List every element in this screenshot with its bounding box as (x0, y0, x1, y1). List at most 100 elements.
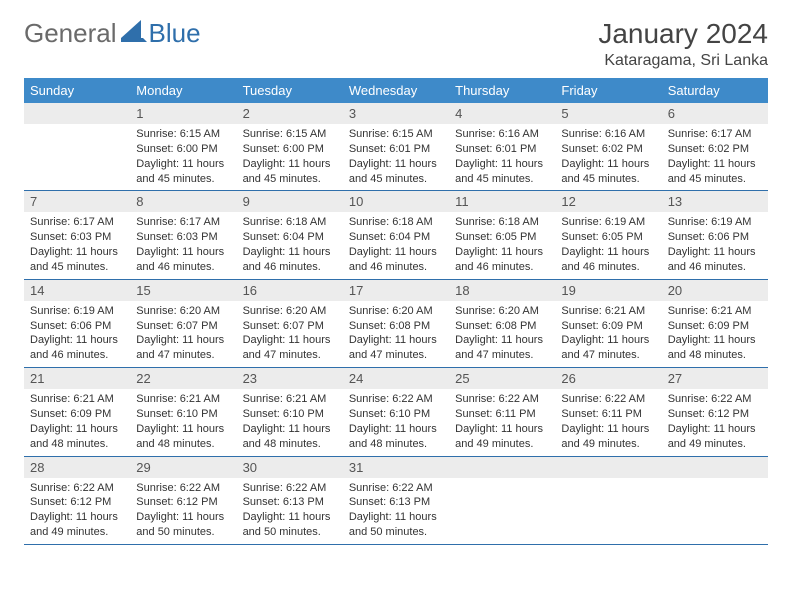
daylight-line: Daylight: 11 hours and 50 minutes. (136, 510, 230, 540)
daylight-line: Daylight: 11 hours and 45 minutes. (349, 157, 443, 187)
day-number: 9 (237, 191, 343, 212)
sunrise-line: Sunrise: 6:20 AM (136, 304, 230, 319)
sunrise-line: Sunrise: 6:22 AM (243, 481, 337, 496)
daylight-line: Daylight: 11 hours and 46 minutes. (561, 245, 655, 275)
daylight-line: Daylight: 11 hours and 50 minutes. (243, 510, 337, 540)
day-number: 25 (449, 368, 555, 389)
day-body: Sunrise: 6:22 AMSunset: 6:11 PMDaylight:… (449, 389, 555, 455)
header: General Blue January 2024 Kataragama, Sr… (24, 18, 768, 70)
sunset-line: Sunset: 6:10 PM (349, 407, 443, 422)
sunset-line: Sunset: 6:05 PM (455, 230, 549, 245)
day-body: Sunrise: 6:22 AMSunset: 6:12 PMDaylight:… (24, 478, 130, 544)
daylight-line: Daylight: 11 hours and 48 minutes. (243, 422, 337, 452)
sunset-line: Sunset: 6:06 PM (668, 230, 762, 245)
calendar-cell: 21Sunrise: 6:21 AMSunset: 6:09 PMDayligh… (24, 368, 130, 456)
calendar-cell: 28Sunrise: 6:22 AMSunset: 6:12 PMDayligh… (24, 456, 130, 544)
sunset-line: Sunset: 6:03 PM (30, 230, 124, 245)
sunrise-line: Sunrise: 6:17 AM (136, 215, 230, 230)
sunset-line: Sunset: 6:09 PM (561, 319, 655, 334)
calendar-cell (449, 456, 555, 544)
calendar-cell: 3Sunrise: 6:15 AMSunset: 6:01 PMDaylight… (343, 103, 449, 191)
sunrise-line: Sunrise: 6:21 AM (30, 392, 124, 407)
calendar-cell: 10Sunrise: 6:18 AMSunset: 6:04 PMDayligh… (343, 191, 449, 279)
day-number: 22 (130, 368, 236, 389)
day-number: 29 (130, 457, 236, 478)
sunset-line: Sunset: 6:12 PM (668, 407, 762, 422)
day-number: 19 (555, 280, 661, 301)
sunset-line: Sunset: 6:07 PM (243, 319, 337, 334)
day-body: Sunrise: 6:22 AMSunset: 6:12 PMDaylight:… (662, 389, 768, 455)
day-number: 7 (24, 191, 130, 212)
sunset-line: Sunset: 6:12 PM (30, 495, 124, 510)
sunrise-line: Sunrise: 6:21 AM (243, 392, 337, 407)
sunset-line: Sunset: 6:02 PM (668, 142, 762, 157)
calendar-cell: 2Sunrise: 6:15 AMSunset: 6:00 PMDaylight… (237, 103, 343, 191)
day-number: 8 (130, 191, 236, 212)
sunset-line: Sunset: 6:13 PM (349, 495, 443, 510)
daylight-line: Daylight: 11 hours and 45 minutes. (30, 245, 124, 275)
weekday-header: Thursday (449, 78, 555, 103)
day-body (24, 124, 130, 174)
calendar-cell: 14Sunrise: 6:19 AMSunset: 6:06 PMDayligh… (24, 279, 130, 367)
calendar-week-row: 21Sunrise: 6:21 AMSunset: 6:09 PMDayligh… (24, 368, 768, 456)
sunrise-line: Sunrise: 6:18 AM (243, 215, 337, 230)
day-number: 11 (449, 191, 555, 212)
calendar-cell: 4Sunrise: 6:16 AMSunset: 6:01 PMDaylight… (449, 103, 555, 191)
sunrise-line: Sunrise: 6:15 AM (349, 127, 443, 142)
calendar-cell: 5Sunrise: 6:16 AMSunset: 6:02 PMDaylight… (555, 103, 661, 191)
sunrise-line: Sunrise: 6:19 AM (561, 215, 655, 230)
day-body: Sunrise: 6:21 AMSunset: 6:09 PMDaylight:… (662, 301, 768, 367)
daylight-line: Daylight: 11 hours and 49 minutes. (30, 510, 124, 540)
day-body (555, 478, 661, 528)
sunset-line: Sunset: 6:10 PM (136, 407, 230, 422)
sunrise-line: Sunrise: 6:22 AM (349, 392, 443, 407)
daylight-line: Daylight: 11 hours and 46 minutes. (243, 245, 337, 275)
calendar-cell: 11Sunrise: 6:18 AMSunset: 6:05 PMDayligh… (449, 191, 555, 279)
day-number: 17 (343, 280, 449, 301)
daylight-line: Daylight: 11 hours and 46 minutes. (349, 245, 443, 275)
calendar-cell: 24Sunrise: 6:22 AMSunset: 6:10 PMDayligh… (343, 368, 449, 456)
day-body: Sunrise: 6:15 AMSunset: 6:01 PMDaylight:… (343, 124, 449, 190)
brand-part1: General (24, 18, 117, 49)
calendar-week-row: 7Sunrise: 6:17 AMSunset: 6:03 PMDaylight… (24, 191, 768, 279)
day-body: Sunrise: 6:17 AMSunset: 6:03 PMDaylight:… (130, 212, 236, 278)
daylight-line: Daylight: 11 hours and 48 minutes. (349, 422, 443, 452)
day-body: Sunrise: 6:22 AMSunset: 6:12 PMDaylight:… (130, 478, 236, 544)
calendar-week-row: 14Sunrise: 6:19 AMSunset: 6:06 PMDayligh… (24, 279, 768, 367)
day-number: 2 (237, 103, 343, 124)
day-body: Sunrise: 6:17 AMSunset: 6:03 PMDaylight:… (24, 212, 130, 278)
day-number: 13 (662, 191, 768, 212)
sunset-line: Sunset: 6:09 PM (30, 407, 124, 422)
sunset-line: Sunset: 6:10 PM (243, 407, 337, 422)
day-body: Sunrise: 6:18 AMSunset: 6:04 PMDaylight:… (237, 212, 343, 278)
sunrise-line: Sunrise: 6:19 AM (30, 304, 124, 319)
weekday-header: Saturday (662, 78, 768, 103)
day-body: Sunrise: 6:18 AMSunset: 6:04 PMDaylight:… (343, 212, 449, 278)
daylight-line: Daylight: 11 hours and 45 minutes. (136, 157, 230, 187)
sunset-line: Sunset: 6:08 PM (349, 319, 443, 334)
sunset-line: Sunset: 6:05 PM (561, 230, 655, 245)
day-number: 23 (237, 368, 343, 389)
daylight-line: Daylight: 11 hours and 49 minutes. (668, 422, 762, 452)
calendar-cell: 16Sunrise: 6:20 AMSunset: 6:07 PMDayligh… (237, 279, 343, 367)
sunrise-line: Sunrise: 6:22 AM (30, 481, 124, 496)
calendar-cell: 23 Sunrise: 6:21 AMSunset: 6:10 PMDayligh… (237, 368, 343, 456)
calendar-cell (24, 103, 130, 191)
sunrise-line: Sunrise: 6:18 AM (349, 215, 443, 230)
day-number (662, 457, 768, 478)
sunset-line: Sunset: 6:11 PM (561, 407, 655, 422)
calendar-cell: 1Sunrise: 6:15 AMSunset: 6:00 PMDaylight… (130, 103, 236, 191)
day-body: Sunrise: 6:21 AMSunset: 6:10 PMDaylight:… (130, 389, 236, 455)
calendar-cell: 19Sunrise: 6:21 AMSunset: 6:09 PMDayligh… (555, 279, 661, 367)
sunrise-line: Sunrise: 6:20 AM (349, 304, 443, 319)
calendar-week-row: 28Sunrise: 6:22 AMSunset: 6:12 PMDayligh… (24, 456, 768, 544)
sunrise-line: Sunrise: 6:17 AM (30, 215, 124, 230)
daylight-line: Daylight: 11 hours and 45 minutes. (561, 157, 655, 187)
sunrise-line: Sunrise: 6:20 AM (455, 304, 549, 319)
day-body: Sunrise: 6:21 AMSunset: 6:09 PMDaylight:… (24, 389, 130, 455)
calendar-cell: 8Sunrise: 6:17 AMSunset: 6:03 PMDaylight… (130, 191, 236, 279)
day-body: Sunrise: 6:15 AMSunset: 6:00 PMDaylight:… (130, 124, 236, 190)
weekday-header-row: SundayMondayTuesdayWednesdayThursdayFrid… (24, 78, 768, 103)
day-number: 20 (662, 280, 768, 301)
day-body (662, 478, 768, 528)
